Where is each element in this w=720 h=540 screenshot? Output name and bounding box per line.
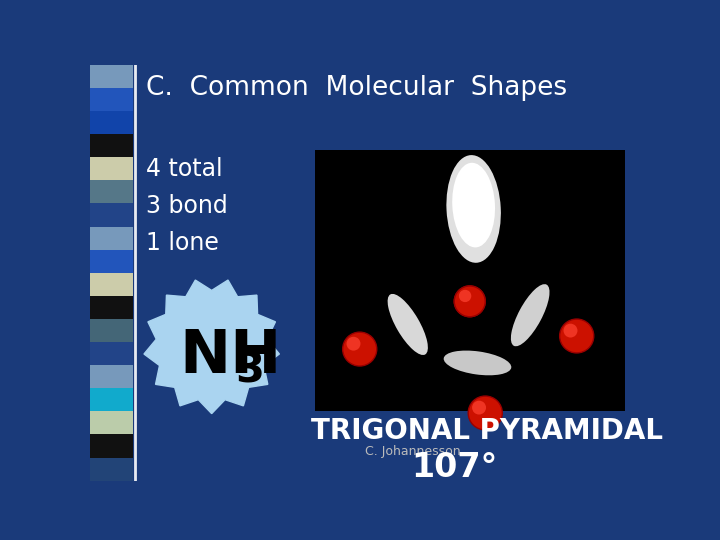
Bar — [90, 388, 132, 411]
Bar — [90, 457, 132, 481]
Bar — [90, 204, 132, 226]
Text: C. Johannesson: C. Johannesson — [365, 445, 461, 458]
Text: 1 lone: 1 lone — [145, 231, 219, 255]
Circle shape — [454, 286, 485, 317]
Text: 107°: 107° — [412, 451, 498, 484]
Circle shape — [459, 291, 472, 303]
Text: NH: NH — [179, 327, 282, 386]
Bar — [90, 111, 132, 134]
Text: 4 total: 4 total — [145, 157, 222, 181]
Circle shape — [468, 396, 503, 430]
Ellipse shape — [444, 350, 511, 375]
Ellipse shape — [452, 163, 495, 247]
Bar — [90, 296, 132, 319]
Bar — [90, 226, 132, 249]
Circle shape — [454, 286, 485, 317]
Bar — [90, 342, 132, 365]
Text: 3: 3 — [235, 350, 264, 392]
Bar — [90, 273, 132, 296]
Bar — [90, 180, 132, 204]
Circle shape — [559, 319, 594, 353]
Circle shape — [564, 323, 577, 338]
Bar — [90, 434, 132, 457]
Bar — [90, 411, 132, 434]
Circle shape — [346, 337, 361, 350]
Bar — [90, 249, 132, 273]
Text: TRIGONAL PYRAMIDAL: TRIGONAL PYRAMIDAL — [311, 417, 663, 445]
Bar — [90, 65, 132, 88]
Circle shape — [343, 332, 377, 366]
Bar — [90, 157, 132, 180]
Circle shape — [472, 401, 486, 415]
Polygon shape — [144, 280, 279, 414]
Ellipse shape — [446, 155, 501, 263]
Circle shape — [459, 290, 472, 302]
Bar — [315, 150, 625, 411]
Ellipse shape — [511, 284, 549, 346]
Bar — [90, 365, 132, 388]
Bar — [90, 88, 132, 111]
Text: C.  Common  Molecular  Shapes: C. Common Molecular Shapes — [145, 75, 567, 101]
Bar — [90, 134, 132, 157]
Ellipse shape — [387, 294, 428, 355]
Bar — [90, 319, 132, 342]
Text: 3 bond: 3 bond — [145, 194, 228, 218]
